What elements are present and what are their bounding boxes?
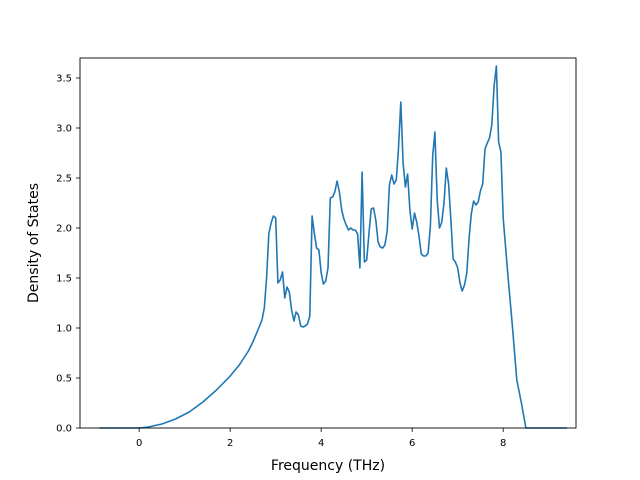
x-tick-label: 2 [227,438,233,449]
x-axis-ticks: 0 2 4 6 8 [136,428,506,449]
x-tick-label: 0 [136,438,142,449]
y-tick-label: 2.0 [56,224,72,235]
plot-area-background [80,58,576,428]
x-tick-label: 6 [409,438,415,449]
y-tick-label: 1.5 [56,274,72,285]
series-layer [99,65,567,429]
y-tick-label: 0.0 [56,424,72,435]
y-tick-label: 1.0 [56,324,72,335]
series-line-0 [99,65,567,429]
y-axis-ticks: 0.0 0.5 1.0 1.5 2.0 2.5 3.0 3.5 [56,74,80,435]
x-axis-label: Frequency (THz) [271,458,385,474]
y-tick-label: 2.5 [56,174,72,185]
y-axis-label: Density of States [26,183,42,303]
x-tick-label: 4 [318,438,324,449]
y-tick-label: 3.0 [56,124,72,135]
plot-frame [79,57,577,429]
x-tick-label: 8 [500,438,506,449]
y-tick-label: 3.5 [56,74,72,85]
y-tick-label: 0.5 [56,374,72,385]
